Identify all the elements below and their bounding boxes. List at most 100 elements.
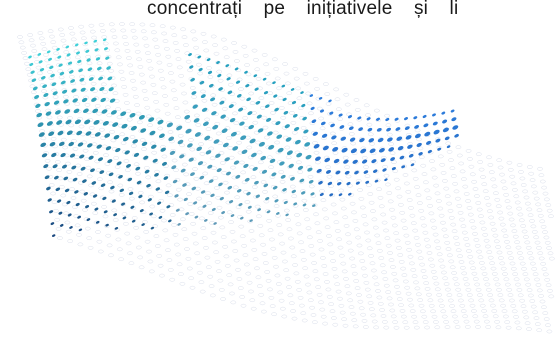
outline-dot <box>308 244 315 248</box>
outline-dot <box>190 221 196 226</box>
outline-dot <box>102 41 109 46</box>
outline-dot <box>463 237 470 241</box>
outline-dot <box>510 181 517 186</box>
outline-dot <box>480 266 487 271</box>
outline-dot <box>412 228 419 233</box>
solid-dot <box>333 158 340 164</box>
solid-dot <box>128 191 134 196</box>
outline-dot <box>260 242 266 247</box>
outline-dot <box>167 268 174 272</box>
outline-dot <box>332 151 339 155</box>
outline-dot <box>402 173 409 177</box>
solid-dot <box>222 142 229 148</box>
outline-dot <box>135 245 142 250</box>
outline-dot <box>262 261 269 265</box>
outline-dot <box>157 126 164 131</box>
outline-dot <box>51 45 58 50</box>
solid-dot <box>291 189 296 194</box>
outline-dot <box>290 309 296 313</box>
solid-dot <box>387 137 393 142</box>
outline-dot <box>423 237 430 242</box>
outline-dot <box>447 298 454 303</box>
solid-dot <box>184 114 191 120</box>
outline-dot <box>541 267 548 271</box>
solid-dot <box>138 194 143 199</box>
solid-dot <box>220 114 226 119</box>
solid-dot <box>191 186 197 191</box>
outline-dot <box>474 194 480 198</box>
outline-dot <box>239 96 246 101</box>
solid-dot <box>176 125 183 131</box>
outline-dot <box>339 310 346 315</box>
outline-dot <box>163 102 170 107</box>
outline-dot <box>199 151 206 156</box>
outline-dot <box>389 151 396 155</box>
outline-dot <box>276 223 283 227</box>
outline-dot <box>502 272 508 276</box>
outline-dot <box>391 223 398 228</box>
solid-dot <box>43 93 49 97</box>
outline-dot <box>239 234 246 239</box>
outline-dot <box>263 62 269 67</box>
outline-dot <box>531 230 538 234</box>
outline-dot <box>251 185 258 189</box>
outline-dot <box>357 299 364 304</box>
outline-dot <box>50 191 56 196</box>
outline-dot <box>423 281 430 285</box>
outline-dot <box>178 272 184 276</box>
outline-dot <box>325 102 332 106</box>
solid-dot <box>355 181 360 185</box>
outline-dot <box>547 288 553 293</box>
outline-dot <box>471 271 478 276</box>
outline-dot <box>241 243 247 248</box>
outline-dot <box>486 250 493 254</box>
outline-dot <box>206 66 212 70</box>
outline-dot <box>268 295 275 300</box>
outline-dot <box>398 202 404 207</box>
solid-dot <box>96 144 102 149</box>
outline-dot <box>396 194 403 199</box>
solid-dot <box>64 109 71 114</box>
outline-dot <box>187 68 193 73</box>
solid-dot <box>85 49 90 53</box>
outline-dot <box>386 191 393 195</box>
outline-dot <box>291 130 298 135</box>
solid-dot <box>255 101 261 105</box>
outline-dot <box>506 287 513 292</box>
solid-dot <box>384 178 388 182</box>
solid-dot <box>227 90 233 95</box>
solid-dot <box>185 128 192 134</box>
solid-dot <box>197 161 204 166</box>
solid-dot <box>163 176 169 180</box>
solid-dot <box>56 48 60 51</box>
solid-dot <box>29 62 34 67</box>
outline-dot <box>180 27 186 32</box>
solid-dot <box>238 107 244 112</box>
outline-dot <box>286 285 292 289</box>
solid-dot <box>141 141 148 147</box>
outline-dot <box>171 33 178 38</box>
outline-dot <box>467 254 474 259</box>
outline-dot <box>198 280 205 285</box>
solid-dot <box>52 164 58 169</box>
outline-dot <box>417 146 424 151</box>
outline-dot <box>470 225 477 230</box>
solid-dot <box>254 180 259 185</box>
solid-dot <box>413 116 418 120</box>
outline-dot <box>53 51 59 56</box>
outline-dot <box>404 240 411 245</box>
solid-dot <box>301 104 306 108</box>
solid-dot <box>225 64 230 68</box>
solid-dot <box>433 129 440 135</box>
outline-dot <box>40 136 47 141</box>
outline-dot <box>390 265 396 269</box>
solid-dot <box>101 109 108 114</box>
solid-dot <box>310 106 315 110</box>
outline-dot <box>100 82 107 87</box>
outline-dot <box>124 168 131 173</box>
outline-dot <box>89 29 96 34</box>
outline-dot <box>491 309 498 313</box>
solid-dot <box>213 222 217 225</box>
solid-dot <box>193 201 198 205</box>
